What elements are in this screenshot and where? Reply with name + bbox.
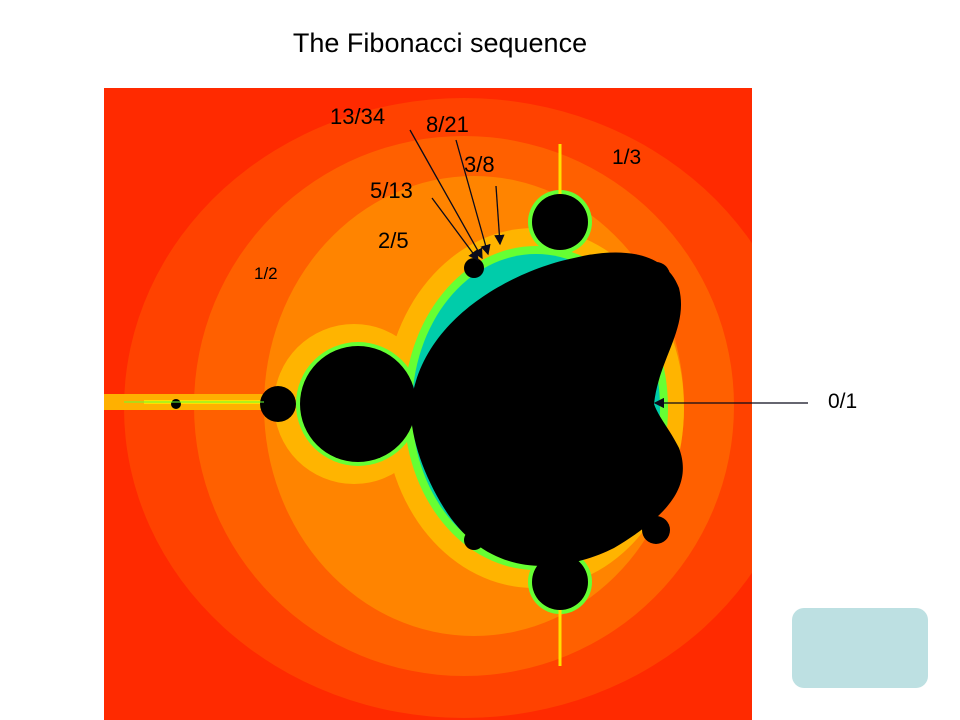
label-1-2: 1/2 bbox=[254, 264, 278, 283]
label-5-13: 5/13 bbox=[370, 178, 413, 203]
mandelbrot-set-image bbox=[104, 88, 752, 720]
next-slide-button[interactable] bbox=[792, 608, 928, 688]
arrow-13-34 bbox=[409, 129, 483, 260]
label-13-34: 13/34 bbox=[330, 104, 386, 129]
arrow-8-21 bbox=[455, 139, 491, 256]
label-8-21: 8/21 bbox=[426, 112, 469, 137]
label-3-8: 3/8 bbox=[464, 152, 495, 177]
small-bulb bbox=[260, 386, 296, 422]
label-1-3: 1/3 bbox=[612, 146, 642, 169]
bottom-bulb bbox=[532, 554, 588, 610]
main-cardioid bbox=[410, 252, 683, 566]
label-0-1: 0/1 bbox=[828, 390, 858, 413]
lower-left-bulb bbox=[464, 530, 484, 550]
slide-title: The Fibonacci sequence bbox=[292, 28, 588, 58]
lower-right-bulb bbox=[642, 516, 670, 544]
arrow-3-8 bbox=[494, 185, 505, 246]
left-bulb bbox=[300, 346, 416, 462]
label-2-5: 2/5 bbox=[378, 228, 409, 253]
upper-left-bulb bbox=[464, 258, 484, 278]
arrow-5-13 bbox=[431, 197, 479, 262]
upper-right-bulb bbox=[642, 262, 670, 290]
top-bulb bbox=[532, 194, 588, 250]
